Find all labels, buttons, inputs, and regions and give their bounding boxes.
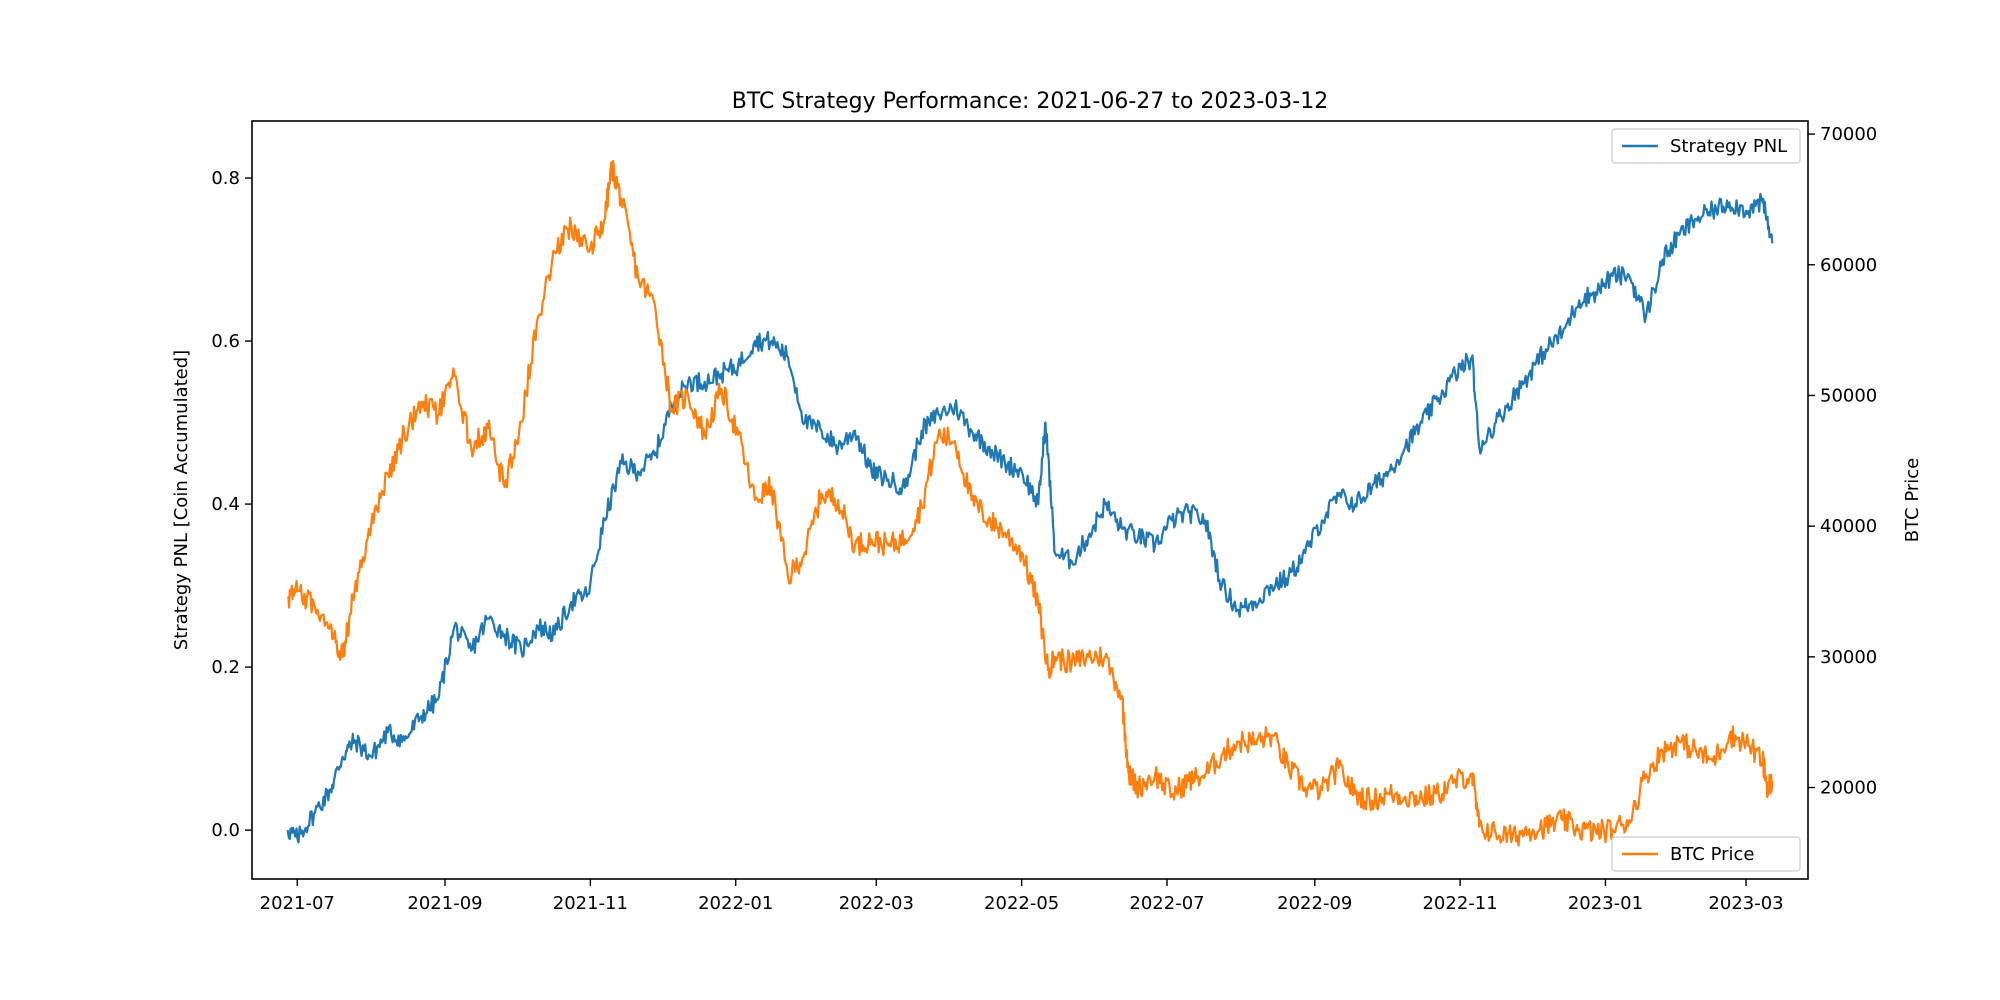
y-right-tick-label: 70000 <box>1820 124 1877 145</box>
y-right-tick-label: 50000 <box>1820 385 1877 406</box>
chart-title: BTC Strategy Performance: 2021-06-27 to … <box>732 89 1328 114</box>
y-left-tick-label: 0.6 <box>211 331 240 352</box>
x-tick-label: 2022-09 <box>1277 893 1352 914</box>
y-left-axis-label: Strategy PNL [Coin Accumulated] <box>171 350 192 650</box>
x-tick-label: 2022-05 <box>984 893 1059 914</box>
x-tick-label: 2023-03 <box>1708 893 1783 914</box>
y-left-axis: 0.0 0.2 0.4 0.6 0.8 <box>211 168 252 841</box>
y-right-axis: 20000 30000 40000 50000 60000 70000 <box>1808 124 1877 799</box>
plot-frame <box>251 120 1809 880</box>
legend-btc-price: BTC Price <box>1611 836 1801 872</box>
x-tick-label: 2022-03 <box>839 893 914 914</box>
x-tick-label: 2022-11 <box>1422 893 1497 914</box>
x-tick-label: 2023-01 <box>1568 893 1643 914</box>
y-left-tick-label: 0.8 <box>211 168 240 189</box>
series-layer <box>286 160 1774 847</box>
y-right-tick-label: 40000 <box>1820 516 1877 537</box>
y-left-tick-label: 0.4 <box>211 494 240 515</box>
y-left-tick-label: 0.0 <box>211 820 240 841</box>
y-right-tick-label: 30000 <box>1820 647 1877 668</box>
x-tick-label: 2021-11 <box>553 893 628 914</box>
x-tick-label: 2022-07 <box>1129 893 1204 914</box>
y-right-tick-label: 60000 <box>1820 255 1877 276</box>
x-tick-label: 2021-07 <box>260 893 335 914</box>
legend-label: Strategy PNL <box>1670 136 1787 157</box>
x-tick-label: 2022-01 <box>698 893 773 914</box>
y-right-axis-label: BTC Price <box>1902 458 1923 543</box>
legend-box <box>1611 128 1801 164</box>
legend-strategy-pnl: Strategy PNL <box>1611 128 1801 164</box>
x-tick-label: 2021-09 <box>407 893 482 914</box>
y-right-tick-label: 20000 <box>1820 778 1877 799</box>
legend-box <box>1611 836 1801 872</box>
series-line-btc-price <box>286 160 1774 847</box>
y-left-tick-label: 0.2 <box>211 657 240 678</box>
x-axis: 2021-07 2021-09 2021-11 2022-01 2022-03 2022-… <box>260 879 1784 914</box>
series-line-strategy-pnl <box>286 192 1774 844</box>
legend-label: BTC Price <box>1670 844 1755 865</box>
